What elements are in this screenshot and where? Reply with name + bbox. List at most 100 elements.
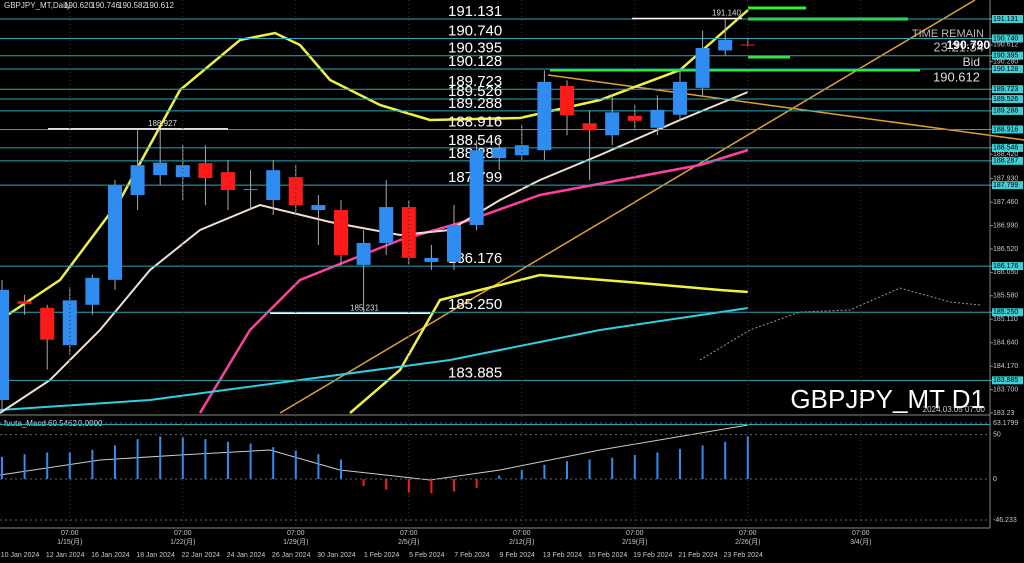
candle-body — [560, 85, 574, 116]
macd-bar — [430, 479, 433, 494]
candle-body — [537, 81, 552, 151]
annotation-label: 188.927 — [148, 119, 177, 128]
macd-bar — [181, 437, 184, 480]
macd-tick-label: 63.1799 — [993, 420, 1018, 427]
macd-bar — [114, 445, 116, 480]
macd-bar — [68, 452, 71, 480]
candle-body — [447, 225, 461, 262]
candle-body — [627, 115, 642, 121]
macd-bar — [453, 479, 455, 492]
candle-body — [334, 210, 348, 255]
macd-bar — [656, 452, 659, 480]
ask-price: 190.790 — [947, 38, 991, 52]
time-label: 07:00 — [626, 530, 644, 537]
y-tick-highlight — [992, 34, 1023, 43]
x-tick-label: 18 Jan 2024 — [136, 552, 175, 559]
y-tick-highlight — [992, 106, 1023, 115]
y-tick-label: 186.176 — [993, 263, 1018, 270]
time-label: 1/15(月) — [57, 538, 82, 546]
time-label: 2/19(月) — [622, 538, 647, 546]
time-label: 07:00 — [174, 530, 192, 537]
macd-bar — [159, 436, 162, 480]
y-tick-label: 189.723 — [993, 86, 1018, 93]
ohlc: 190.746 — [91, 1, 120, 10]
y-tick-highlight — [992, 51, 1023, 60]
macd-bar — [701, 445, 704, 480]
y-tick-highlight — [992, 156, 1023, 165]
y-tick-label: 190.740 — [993, 35, 1018, 42]
y-tick-highlight — [992, 262, 1023, 271]
y-tick-label: 186.990 — [993, 222, 1018, 229]
time-label: 2/26(月) — [735, 538, 760, 546]
y-tick-label: 185.110 — [993, 316, 1018, 323]
macd-bar — [746, 436, 749, 480]
x-tick-label: 9 Feb 2024 — [499, 552, 535, 559]
y-tick-label: 183.885 — [993, 377, 1018, 384]
time-label: 2/5(月) — [398, 538, 419, 546]
level-label: 186.176 — [448, 250, 502, 267]
timestamp: 2024.03.05 07:00 — [923, 405, 986, 414]
candle-body — [288, 177, 303, 206]
macd-bar — [611, 457, 614, 480]
macd-tick-label: 50 — [993, 432, 1001, 439]
macd-name: fuuta_Macd — [4, 419, 46, 428]
level-label: 190.395 — [448, 40, 502, 57]
macd-bar — [227, 441, 229, 480]
candle-body — [650, 109, 665, 128]
candle-body — [695, 47, 710, 88]
time-label: 07:00 — [287, 530, 305, 537]
macd-bar — [1, 456, 3, 480]
macd-value: 60.5462 — [48, 419, 77, 428]
x-tick-label: 7 Feb 2024 — [454, 552, 490, 559]
x-tick-label: 12 Jan 2024 — [46, 552, 85, 559]
ohlc: 190.612 — [145, 1, 174, 10]
candle-body — [85, 277, 100, 305]
candle-body — [469, 150, 484, 226]
candle-body — [62, 300, 77, 346]
y-tick-label: 190.128 — [993, 66, 1018, 73]
x-tick-label: 22 Jan 2024 — [182, 552, 221, 559]
time-label: 07:00 — [852, 530, 870, 537]
macd-bar — [249, 443, 252, 480]
time-label: 1/29(月) — [283, 538, 308, 546]
macd-bar — [272, 447, 275, 480]
candle-body — [40, 307, 55, 340]
time-label: 07:00 — [513, 530, 531, 537]
macd-signal-value: 0.0000 — [78, 419, 103, 428]
x-tick-label: 5 Feb 2024 — [409, 552, 445, 559]
y-tick-highlight — [992, 308, 1023, 317]
macd-bar — [23, 454, 26, 480]
candle-body — [175, 165, 190, 178]
candle-body — [0, 289, 9, 401]
macd-bar — [520, 470, 523, 480]
time-label: 07:00 — [739, 530, 757, 537]
level-label: 191.131 — [448, 3, 502, 20]
macd-tick-label: 0 — [993, 476, 997, 483]
y-tick-label: 184.170 — [993, 363, 1018, 370]
y-tick-label: 188.546 — [993, 145, 1018, 152]
countdown: 23:21:34 — [933, 39, 984, 54]
candle-body — [243, 189, 258, 191]
candle-body — [514, 145, 529, 156]
y-tick-highlight — [992, 125, 1023, 134]
candle-body — [198, 163, 213, 179]
ohlc: 190.620 — [64, 1, 93, 10]
candle-body — [356, 242, 371, 265]
bid-label: Bid — [963, 55, 980, 69]
y-tick-label: 184.640 — [993, 340, 1018, 347]
time-remain-label: TIME REMAIN — [912, 28, 984, 40]
y-tick-highlight — [992, 85, 1023, 94]
candle-body — [673, 81, 687, 115]
candle-body — [582, 123, 597, 131]
bid-price: 190.612 — [933, 69, 980, 84]
y-tick-highlight — [992, 65, 1023, 74]
y-tick-label: 185.580 — [993, 293, 1018, 300]
y-tick-label: 187.460 — [993, 199, 1018, 206]
y-tick-label: 183.23 — [993, 410, 1015, 417]
candle-body — [17, 301, 32, 304]
candle-body — [424, 257, 439, 262]
y-tick-highlight — [992, 376, 1023, 385]
x-tick-label: 26 Jan 2024 — [272, 552, 311, 559]
macd-bar — [498, 475, 501, 480]
macd-bar — [588, 459, 591, 480]
